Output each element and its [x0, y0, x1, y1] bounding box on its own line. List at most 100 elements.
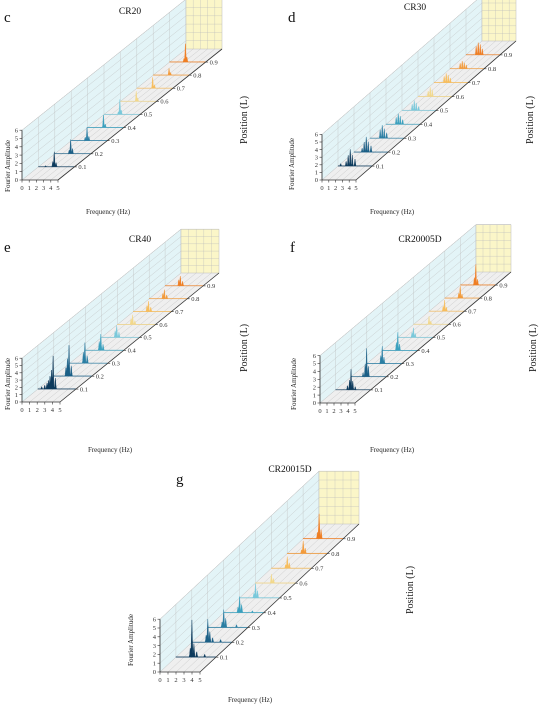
z-tick-label: 0.4	[128, 348, 137, 355]
y-tick-label: 1	[15, 392, 18, 399]
z-tick-label: 0.8	[193, 72, 201, 79]
z-tick-label: 0.3	[406, 361, 414, 368]
gridline	[29, 0, 194, 181]
series-ridge-0-2	[191, 619, 233, 643]
y-tick-label: 1	[15, 169, 18, 176]
z-tick-label: 0.2	[95, 151, 103, 158]
y-tick-label: 4	[315, 147, 319, 154]
gridline	[319, 224, 511, 356]
series-ridge-0-7	[271, 556, 312, 569]
gridline	[21, 243, 219, 373]
gridline	[159, 488, 359, 637]
series-ridge-0-2	[353, 136, 389, 153]
z-axis-label: Position (L)	[239, 96, 250, 144]
x-axis-label: Frequency (Hz)	[86, 208, 131, 216]
series-ridge-0-1	[335, 369, 371, 391]
y-tick-label: 5	[313, 361, 316, 368]
series-ridge-0-5	[101, 325, 140, 338]
gridline	[21, 32, 222, 164]
gridline	[21, 7, 222, 139]
z-tick-label: 0.7	[315, 566, 324, 573]
gridline	[21, 0, 186, 131]
gridline	[36, 0, 201, 181]
x-axis-label: Frequency (Hz)	[88, 446, 133, 454]
x-tick-label: 5	[58, 407, 61, 414]
gridline	[21, 250, 219, 381]
z-tick-label: 0.8	[191, 296, 199, 303]
series-ridge-0-5	[397, 327, 434, 338]
y-tick-label: 2	[315, 162, 318, 169]
z-tick-label: 0.6	[160, 99, 169, 106]
gridline	[159, 471, 359, 620]
z-tick-label: 0.6	[456, 94, 465, 101]
gridline	[159, 506, 359, 655]
chart-title: CR40	[129, 235, 151, 245]
y-tick-label: 6	[313, 353, 317, 360]
z-tick-label: 0.5	[144, 335, 152, 342]
gridline	[319, 240, 511, 372]
gridline	[21, 40, 222, 172]
z-tick-label: 0.1	[375, 387, 383, 394]
gridline	[52, 229, 212, 403]
x-tick-label: 0	[20, 407, 23, 414]
y-axis-label: Fourier Amplitude	[127, 614, 135, 666]
series-ridge-0-8	[148, 289, 188, 299]
gridline	[342, 0, 503, 181]
back-wall	[481, 0, 517, 42]
series-ridge-0-4	[85, 333, 124, 351]
x-tick-label: 1	[327, 185, 330, 192]
z-tick-label: 0.3	[408, 136, 416, 143]
gridline	[319, 248, 511, 380]
series-ridge-0-6	[117, 314, 156, 325]
gridline	[50, 0, 215, 181]
z-tick-label: 0.8	[488, 66, 496, 73]
y-tick-label: 3	[15, 377, 18, 384]
series-ridge-0-5	[103, 99, 141, 115]
z-tick-label: 0.6	[453, 322, 462, 329]
x-tick-label: 5	[353, 408, 356, 415]
gridline	[326, 224, 484, 404]
x-tick-label: 1	[325, 408, 328, 415]
x-tick-label: 3	[43, 407, 46, 414]
gridline	[335, 0, 496, 181]
z-tick-label: 0.5	[437, 335, 445, 342]
x-tick-label: 0	[20, 185, 23, 192]
y-tick-label: 0	[153, 669, 156, 676]
gridline	[21, 229, 219, 359]
y-axis-label: Fourier Amplitude	[4, 358, 12, 410]
series-ridge-0-5	[239, 583, 280, 599]
x-tick-label: 4	[51, 407, 55, 414]
panel-cr20005d: f CR20005D 0 1 2 3 4 501234560.10.20.30.40.50…	[290, 224, 539, 454]
x-tick-label: 3	[339, 408, 342, 415]
panel-cr20: c CR20 0 1 2 3 4 501234560.10.20.30.40.50.60.…	[4, 0, 250, 216]
z-tick-label: 0.1	[80, 386, 88, 393]
gridline	[340, 224, 498, 404]
series-ridge-0-4	[385, 113, 421, 125]
gridline	[191, 471, 352, 673]
series-ridge-0-9	[302, 513, 344, 539]
z-tick-label: 0.1	[376, 163, 384, 170]
series-ridge-0-7	[136, 77, 174, 89]
series-ridge-0-1	[38, 151, 75, 168]
series-ridge-0-3	[70, 127, 108, 141]
series-ridge-0-9	[460, 264, 496, 286]
series-ridge-0-3	[369, 125, 405, 139]
gridline	[43, 0, 208, 181]
series-ridge-0-9	[169, 43, 206, 63]
series-ridge-0-4	[223, 596, 264, 613]
z-tick-label: 0.4	[268, 610, 277, 617]
z-tick-label: 0.7	[177, 86, 186, 93]
series-ridge-0-8	[287, 540, 328, 554]
gridline	[37, 229, 197, 403]
x-tick-label: 1	[28, 407, 31, 414]
series-ridge-0-3	[207, 609, 248, 628]
series-ridge-0-4	[87, 114, 124, 128]
gridline	[321, 25, 516, 165]
gridline	[321, 2, 516, 143]
y-tick-label: 1	[153, 660, 156, 667]
